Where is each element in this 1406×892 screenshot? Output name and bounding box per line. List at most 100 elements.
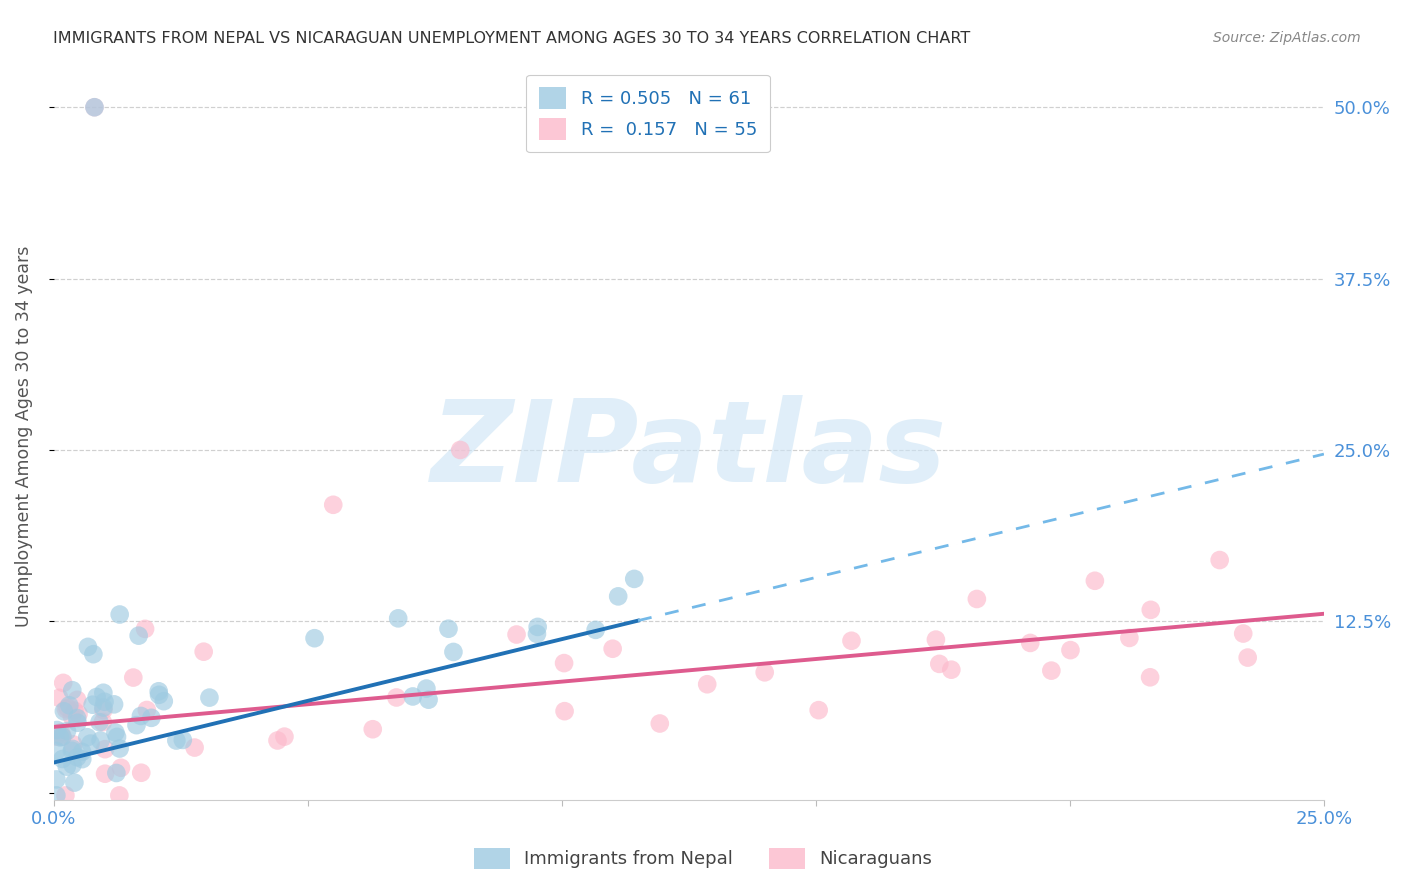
Point <box>60 683 83 698</box>
Point <box>607 590 630 604</box>
Point <box>45 789 67 803</box>
Point <box>86 690 108 704</box>
Point <box>66 693 89 707</box>
Point <box>83 100 105 114</box>
Point <box>105 766 128 780</box>
Point <box>55 759 77 773</box>
Point <box>46 723 69 737</box>
Point <box>76 731 98 745</box>
Point <box>122 671 145 685</box>
Point <box>141 711 163 725</box>
Point <box>418 692 440 706</box>
Point <box>82 698 104 712</box>
Point <box>928 657 950 671</box>
Point <box>60 709 83 723</box>
Point <box>62 742 84 756</box>
Point <box>1019 636 1042 650</box>
Point <box>70 745 93 759</box>
Point <box>165 733 187 747</box>
Point <box>134 622 156 636</box>
Point <box>51 752 73 766</box>
Point <box>58 698 80 713</box>
Point <box>526 620 548 634</box>
Point <box>807 703 830 717</box>
Point <box>93 700 115 714</box>
Point <box>108 789 131 803</box>
Point <box>94 742 117 756</box>
Point <box>56 724 79 739</box>
Point <box>79 737 101 751</box>
Point <box>67 706 90 721</box>
Point <box>553 656 575 670</box>
Text: Source: ZipAtlas.com: Source: ZipAtlas.com <box>1213 31 1361 45</box>
Point <box>45 730 67 744</box>
Point <box>105 730 128 744</box>
Point <box>128 629 150 643</box>
Point <box>1040 664 1063 678</box>
Point <box>45 772 67 787</box>
Point <box>104 725 127 739</box>
Point <box>602 641 624 656</box>
Point <box>108 741 131 756</box>
Legend: Immigrants from Nepal, Nicaraguans: Immigrants from Nepal, Nicaraguans <box>467 840 939 876</box>
Point <box>49 731 72 745</box>
Point <box>623 572 645 586</box>
Point <box>402 690 425 704</box>
Point <box>49 725 72 739</box>
Point <box>91 715 114 730</box>
Point <box>198 690 221 705</box>
Point <box>56 701 79 715</box>
Point <box>55 702 77 716</box>
Point <box>1232 626 1254 640</box>
Point <box>1118 631 1140 645</box>
Point <box>1208 553 1230 567</box>
Point <box>437 622 460 636</box>
Point <box>193 645 215 659</box>
Point <box>83 100 105 114</box>
Point <box>93 686 115 700</box>
Point <box>841 633 863 648</box>
Point <box>66 711 89 725</box>
Point <box>129 709 152 723</box>
Point <box>66 750 89 764</box>
Point <box>696 677 718 691</box>
Legend: R = 0.505   N = 61, R =  0.157   N = 55: R = 0.505 N = 61, R = 0.157 N = 55 <box>526 75 769 153</box>
Point <box>1139 603 1161 617</box>
Point <box>449 442 471 457</box>
Point <box>266 733 288 747</box>
Point <box>62 738 84 752</box>
Point <box>361 723 384 737</box>
Point <box>55 789 77 803</box>
Point <box>754 665 776 680</box>
Point <box>77 640 100 654</box>
Point <box>941 663 963 677</box>
Point <box>45 744 67 758</box>
Point <box>585 623 607 637</box>
Point <box>148 684 170 698</box>
Point <box>48 690 70 705</box>
Point <box>1059 643 1081 657</box>
Point <box>648 716 671 731</box>
Point <box>1139 670 1161 684</box>
Point <box>1084 574 1107 588</box>
Point <box>273 730 295 744</box>
Point <box>148 688 170 702</box>
Point <box>94 766 117 780</box>
Point <box>1236 650 1258 665</box>
Point <box>152 694 174 708</box>
Point <box>183 740 205 755</box>
Point <box>129 765 152 780</box>
Point <box>60 744 83 758</box>
Point <box>526 627 548 641</box>
Point <box>89 715 111 730</box>
Point <box>925 632 948 647</box>
Text: IMMIGRANTS FROM NEPAL VS NICARAGUAN UNEMPLOYMENT AMONG AGES 30 TO 34 YEARS CORRE: IMMIGRANTS FROM NEPAL VS NICARAGUAN UNEM… <box>53 31 970 46</box>
Point <box>966 591 988 606</box>
Point <box>90 733 112 747</box>
Point <box>52 676 75 690</box>
Y-axis label: Unemployment Among Ages 30 to 34 years: Unemployment Among Ages 30 to 34 years <box>15 245 32 627</box>
Point <box>415 681 437 696</box>
Point <box>51 730 73 744</box>
Point <box>52 704 75 718</box>
Point <box>110 761 132 775</box>
